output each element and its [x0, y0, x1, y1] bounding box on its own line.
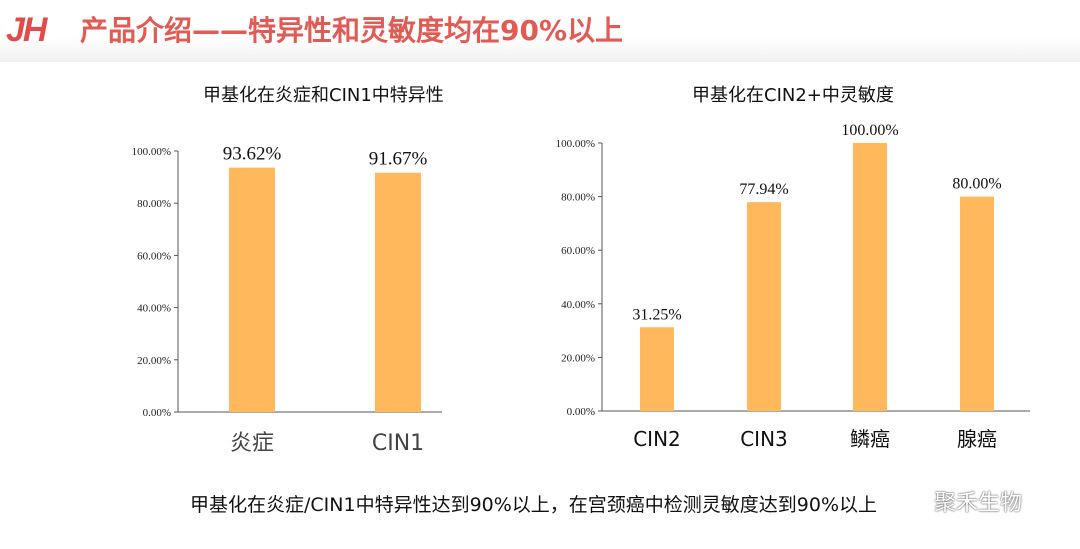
x-category-label: CIN3 — [740, 427, 788, 451]
bar — [229, 167, 275, 412]
data-label: 31.25% — [632, 306, 681, 323]
data-label: 80.00% — [952, 176, 1001, 193]
data-label: 100.00% — [841, 122, 898, 139]
y-tick-label: 60.00% — [561, 245, 595, 257]
y-tick-label: 0.00% — [567, 406, 595, 418]
brand-logo: JH — [6, 11, 47, 49]
y-tick-label: 80.00% — [137, 198, 171, 210]
y-tick-label: 0.00% — [143, 407, 171, 419]
x-category-label: 腺癌 — [957, 427, 997, 451]
chart-title-sensitivity: 甲基化在CIN2+中灵敏度 — [692, 85, 894, 106]
page-title: 产品介绍——特异性和灵敏度均在90%以上 — [80, 14, 624, 47]
y-tick-label: 60.00% — [137, 250, 171, 262]
y-tick-label: 20.00% — [561, 352, 595, 364]
y-tick-label: 100.00% — [556, 138, 595, 150]
wechat-icon — [898, 489, 927, 512]
footer-summary: 甲基化在炎症/CIN1中特异性达到90%以上，在宫颈癌中检测灵敏度达到90%以上 — [190, 494, 878, 516]
y-tick-label: 40.00% — [137, 303, 171, 315]
chart-title-specificity: 甲基化在炎症和CIN1中特异性 — [203, 85, 444, 106]
x-category-label: 鳞癌 — [850, 427, 890, 451]
y-tick-label: 100.00% — [132, 146, 171, 158]
bar — [960, 196, 994, 411]
x-category-label: 炎症 — [230, 431, 274, 456]
x-category-label: CIN2 — [633, 427, 681, 451]
watermark-text: 聚禾生物 — [934, 491, 1023, 516]
header-band — [0, 0, 1080, 62]
data-label: 91.67% — [369, 149, 428, 170]
data-label: 77.94% — [739, 181, 788, 198]
y-tick-label: 80.00% — [561, 192, 595, 204]
bar — [747, 202, 781, 411]
watermark: 聚禾生物 — [898, 486, 1022, 516]
x-category-label: CIN1 — [372, 431, 424, 456]
data-label: 93.62% — [223, 144, 282, 165]
bar — [853, 143, 887, 411]
y-tick-label: 20.00% — [137, 355, 171, 367]
bar — [375, 172, 421, 412]
y-tick-label: 40.00% — [561, 299, 595, 311]
bar — [640, 327, 674, 411]
